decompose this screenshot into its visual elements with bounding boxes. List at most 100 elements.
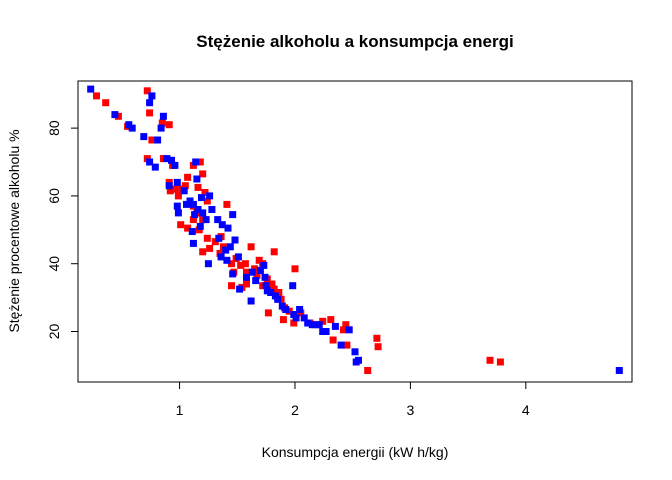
- data-point: [241, 260, 249, 268]
- data-point: [201, 189, 209, 196]
- data-point: [253, 272, 261, 280]
- data-point: [181, 182, 189, 190]
- data-point: [290, 319, 298, 327]
- data-point: [226, 243, 234, 251]
- data-point: [222, 246, 230, 254]
- data-point: [177, 221, 185, 229]
- data-point: [261, 273, 269, 281]
- data-point: [143, 87, 151, 95]
- data-point: [146, 99, 154, 107]
- data-point: [236, 285, 244, 293]
- y-tick-label: 20: [46, 323, 62, 339]
- data-point: [228, 260, 235, 268]
- data-point: [194, 206, 202, 213]
- data-point: [158, 119, 166, 127]
- y-axis: 20 40 60 80: [46, 120, 79, 339]
- data-point: [206, 244, 214, 252]
- data-point: [224, 224, 232, 232]
- data-point: [146, 109, 154, 117]
- data-point: [282, 306, 290, 313]
- data-point: [151, 163, 159, 171]
- data-point: [159, 112, 167, 120]
- data-point: [252, 277, 260, 285]
- data-point: [304, 319, 312, 327]
- data-point: [337, 341, 345, 349]
- data-point: [208, 206, 216, 213]
- data-point: [128, 124, 136, 132]
- data-points: [87, 85, 623, 374]
- data-point: [171, 161, 179, 169]
- data-point: [274, 295, 282, 303]
- data-point: [260, 261, 268, 269]
- data-point: [496, 358, 504, 366]
- data-point: [247, 243, 255, 251]
- data-point: [243, 273, 250, 281]
- data-point: [292, 314, 300, 322]
- y-tick-label: 60: [46, 188, 62, 204]
- data-point: [267, 289, 275, 296]
- data-point: [157, 124, 165, 132]
- data-point: [373, 334, 381, 342]
- data-point: [174, 209, 182, 217]
- data-point: [315, 321, 323, 329]
- data-point: [180, 187, 188, 195]
- data-point: [229, 211, 237, 219]
- data-point: [189, 216, 197, 224]
- y-tick-label: 40: [46, 256, 62, 272]
- data-point: [214, 216, 222, 224]
- data-point: [247, 297, 255, 305]
- data-point: [184, 173, 192, 181]
- data-point: [146, 158, 154, 166]
- data-point: [87, 85, 95, 93]
- data-point: [345, 326, 353, 334]
- data-point: [189, 239, 197, 247]
- x-tick-label: 1: [176, 402, 184, 418]
- data-point: [174, 192, 182, 200]
- data-point: [228, 282, 235, 290]
- data-point: [351, 348, 359, 356]
- data-point: [199, 170, 207, 178]
- data-point: [203, 234, 211, 242]
- data-point: [279, 316, 287, 324]
- data-point: [264, 309, 272, 317]
- data-point: [243, 268, 250, 276]
- data-point: [206, 192, 214, 200]
- chart-title: Stężenie alkoholu a konsumpcja energi: [196, 32, 513, 51]
- data-point: [168, 156, 175, 164]
- data-point: [615, 367, 623, 374]
- x-tick-label: 2: [291, 402, 299, 418]
- data-point: [193, 175, 201, 183]
- data-point: [198, 194, 205, 202]
- data-point: [234, 253, 242, 261]
- data-point: [173, 178, 181, 186]
- data-point: [327, 316, 335, 324]
- data-point: [111, 111, 119, 119]
- data-point: [215, 234, 223, 242]
- data-point: [102, 99, 110, 107]
- data-point: [93, 92, 100, 100]
- data-point: [342, 321, 350, 329]
- data-point: [218, 221, 226, 229]
- data-point: [331, 322, 339, 330]
- data-point: [291, 265, 299, 273]
- y-axis-label: Stężenie procentowe alkoholu %: [6, 129, 22, 332]
- data-point: [191, 211, 199, 219]
- x-tick-label: 3: [407, 402, 415, 418]
- data-point: [189, 200, 197, 208]
- data-point: [237, 261, 245, 269]
- data-point: [248, 268, 256, 276]
- data-point: [204, 260, 212, 268]
- x-axis: 1 2 3 4: [176, 381, 530, 418]
- data-point: [340, 326, 347, 334]
- data-point: [256, 267, 264, 274]
- data-point: [223, 200, 231, 208]
- data-point: [296, 306, 304, 313]
- data-point: [199, 209, 207, 217]
- data-point: [352, 358, 360, 366]
- data-point: [364, 367, 372, 374]
- x-tick-label: 4: [522, 402, 530, 418]
- data-point: [166, 187, 174, 195]
- data-point: [217, 253, 225, 261]
- data-point: [308, 321, 316, 329]
